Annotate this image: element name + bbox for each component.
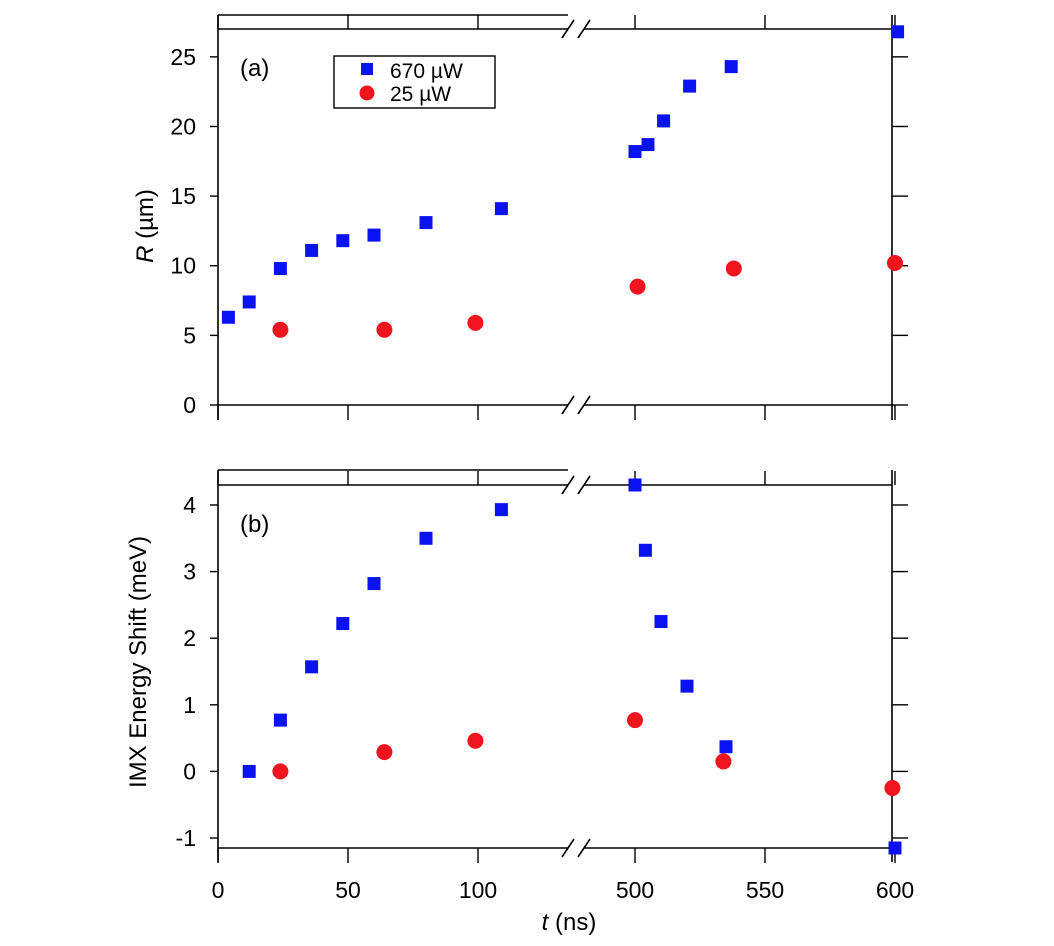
x-tick-label: 550: [746, 877, 784, 903]
panel-a-y-tick-label: 0: [183, 392, 196, 418]
panel-b-label: (b): [240, 511, 269, 538]
panel-a-x-ticks: [217, 15, 896, 420]
panel-a-data-points: [221, 25, 905, 338]
panel-b-x-ticks: [217, 471, 896, 863]
legend-entry-670uw: 670 µW: [390, 60, 463, 83]
legend-square-marker: [361, 63, 373, 75]
panel-a-break-mark: [561, 395, 575, 415]
data-point-670uw: [242, 295, 256, 309]
data-point-670uw: [719, 740, 733, 754]
x-axis-label: t (ns): [542, 909, 597, 936]
x-tick-label: 100: [459, 877, 497, 903]
panel-a-y-tick-label: 10: [170, 253, 196, 279]
x-tick-label: 500: [616, 877, 654, 903]
data-point-25uw: [376, 744, 393, 761]
data-point-670uw: [273, 713, 287, 727]
data-point-670uw: [494, 202, 508, 216]
panel-a-break-mark: [577, 395, 591, 415]
panel-a-label: (a): [240, 55, 269, 82]
data-point-25uw: [376, 321, 393, 338]
data-point-670uw: [888, 841, 902, 855]
data-point-670uw: [273, 262, 287, 276]
data-point-670uw: [305, 243, 319, 257]
panel-b-break-mark: [577, 838, 591, 858]
data-point-670uw: [494, 503, 508, 517]
data-point-670uw: [680, 679, 694, 693]
x-axis-label-unit: (ns): [548, 909, 596, 936]
data-point-670uw: [891, 25, 905, 39]
x-tick-labels: 0 50 100 500 550 600: [212, 877, 915, 903]
legend-box: [333, 55, 496, 109]
legend: 670 µW 25 µW: [333, 55, 496, 109]
data-point-670uw: [242, 764, 256, 778]
data-point-670uw: [683, 79, 697, 93]
data-point-670uw: [638, 543, 652, 557]
panel-b-y-axis-label: IMX Energy Shift (meV): [125, 536, 152, 788]
data-point-25uw: [627, 712, 643, 729]
panel-b-y-tick-label: 1: [183, 692, 196, 718]
x-tick-label: 600: [876, 877, 914, 903]
x-tick-label: 50: [335, 877, 361, 903]
data-point-670uw: [367, 577, 381, 591]
data-point-670uw: [305, 660, 319, 674]
panel-a-break-mark: [561, 19, 575, 39]
panel-b-break-mark: [561, 475, 575, 495]
panel-b-y-tick-label: 2: [183, 625, 196, 651]
data-point-25uw: [272, 321, 289, 338]
data-point-670uw: [419, 216, 433, 230]
data-point-670uw: [724, 60, 738, 74]
data-point-25uw: [887, 254, 903, 271]
data-point-670uw: [628, 145, 642, 159]
data-point-670uw: [641, 138, 655, 152]
data-point-670uw: [628, 478, 642, 492]
data-point-25uw: [715, 753, 732, 770]
data-point-25uw: [272, 763, 289, 780]
data-point-670uw: [221, 310, 235, 324]
panel-a-y-axis-label: R (µm): [132, 189, 159, 263]
panel-b-y-tick-label: -1: [176, 825, 196, 851]
data-point-670uw: [367, 228, 381, 242]
panel-b-break-mark: [561, 838, 575, 858]
data-point-670uw: [336, 234, 350, 248]
data-point-670uw: [654, 615, 668, 629]
panel-a-y-axis-label-italic: R: [132, 246, 159, 263]
panel-b-y-tick-label: 0: [183, 758, 196, 784]
data-point-25uw: [467, 732, 484, 749]
panel-a: 0 5 10 15 20 25 (a) R (µm) 670 µW 25 µW: [132, 14, 908, 420]
panel-a-y-ticks: 0 5 10 15 20 25: [170, 44, 908, 418]
data-point-25uw: [629, 278, 646, 295]
panel-b-data-points: [242, 478, 902, 855]
data-point-25uw: [884, 780, 901, 797]
panel-a-y-tick-label: 25: [170, 44, 196, 70]
panel-b-y-ticks: -1 0 1 2 3 4: [176, 492, 908, 851]
data-point-670uw: [657, 114, 671, 128]
panel-b-y-tick-label: 3: [183, 559, 196, 585]
data-point-670uw: [336, 617, 350, 631]
x-axis-label-italic: t: [542, 909, 550, 936]
panel-a-y-tick-label: 20: [170, 113, 196, 139]
panel-b-break-mark: [577, 475, 591, 495]
legend-entry-25uw: 25 µW: [390, 83, 451, 106]
panel-b-y-tick-label: 4: [183, 492, 196, 518]
panel-a-y-tick-label: 5: [183, 322, 196, 348]
panel-a-y-axis-label-unit: (µm): [132, 189, 159, 245]
panel-a-y-tick-label: 15: [170, 183, 196, 209]
panel-a-break-mark: [577, 19, 591, 39]
data-point-25uw: [467, 314, 484, 331]
x-tick-label: 0: [212, 877, 225, 903]
data-point-670uw: [419, 531, 433, 545]
panel-b: -1 0 1 2 3 4 (b) IMX Energy Shift (meV): [125, 469, 908, 863]
legend-circle-marker: [359, 85, 375, 101]
data-point-25uw: [725, 260, 742, 277]
